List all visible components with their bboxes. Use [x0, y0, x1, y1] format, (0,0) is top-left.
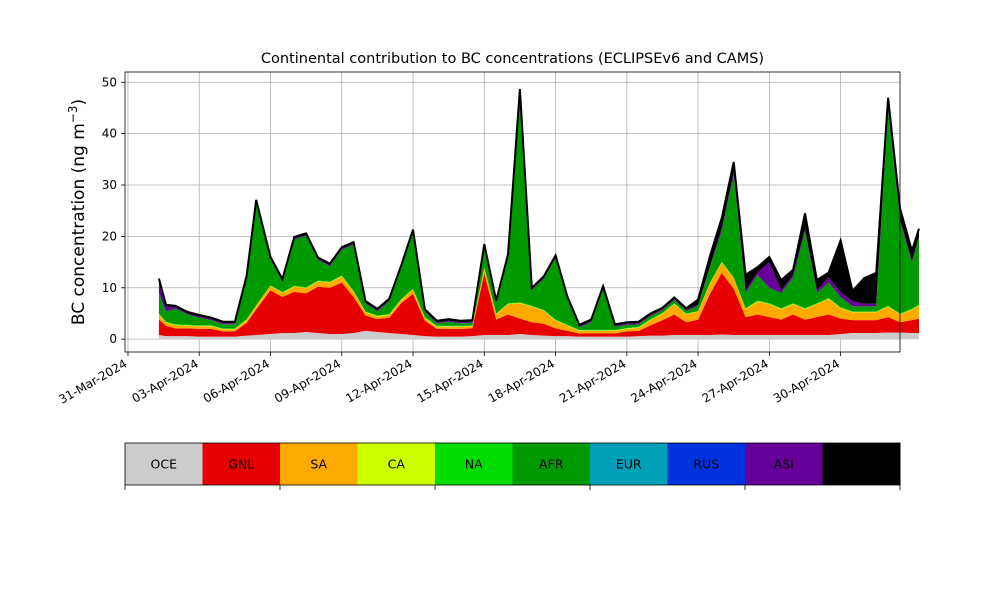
- x-tick-label: 06-Apr-2024: [201, 356, 272, 405]
- x-tick-label: 27-Apr-2024: [700, 356, 771, 405]
- x-tick-label: 03-Apr-2024: [129, 356, 200, 405]
- legend-label-rus: RUS: [693, 457, 719, 472]
- area-sa: [158, 262, 919, 334]
- x-tick-label: 21-Apr-2024: [557, 356, 628, 405]
- legend-swatch-na: [435, 443, 513, 485]
- x-tick-label: 15-Apr-2024: [415, 356, 486, 405]
- y-tick-label: 0: [109, 332, 117, 346]
- total-concentration-line: [157, 88, 920, 327]
- legend-swatch-rus: [667, 443, 746, 485]
- legend-swatch-afr: [512, 443, 591, 485]
- legend-label-aus: AUS: [848, 457, 874, 472]
- y-axis-ticks: 0 10 20 30 40 50: [102, 75, 125, 346]
- legend-frame: [124, 442, 901, 486]
- x-tick-label: 12-Apr-2024: [343, 356, 414, 405]
- legend-swatch-asi: [745, 443, 823, 485]
- area-afr: [158, 91, 919, 330]
- x-tick-label: 31-Mar-2024: [56, 356, 129, 406]
- x-axis-ticks: 31-Mar-2024 03-Apr-2024 06-Apr-2024 09-Apr-…: [56, 352, 842, 407]
- legend-label-gnl: GNL: [228, 457, 254, 472]
- area-gnl: [158, 272, 919, 337]
- plot-frame: [124, 71, 901, 353]
- y-tick-label: 50: [102, 75, 117, 89]
- legend-swatch-ca: [357, 443, 436, 485]
- y-axis-label-main: BC concentration (ng m: [69, 123, 89, 325]
- y-axis-label-close: ): [69, 99, 89, 106]
- legend-colorbar: OCE GNL SA CA NA AFR EUR RUS ASI AUS: [124, 442, 901, 490]
- legend-swatch-aus: [822, 443, 901, 485]
- y-axis-label-superscript: −3: [66, 105, 80, 123]
- legend-label-asi: ASI: [774, 457, 794, 472]
- chart-title: Continental contribution to BC concentra…: [261, 51, 764, 67]
- legend-label-na: NA: [465, 457, 483, 472]
- y-tick-label: 10: [102, 281, 117, 295]
- legend-swatch-sa: [280, 443, 358, 485]
- legend-swatch-eur: [590, 443, 668, 485]
- x-tick-label: 09-Apr-2024: [272, 356, 343, 405]
- legend-swatch-gnl: [202, 443, 281, 485]
- x-tick-label: 18-Apr-2024: [486, 356, 557, 405]
- x-tick-label: 30-Apr-2024: [771, 356, 842, 405]
- legend-swatch-oce: [125, 443, 203, 485]
- x-tick-label: 24-Apr-2024: [628, 356, 699, 405]
- legend-label-oce: OCE: [151, 457, 178, 472]
- y-tick-label: 40: [102, 127, 117, 141]
- legend-label-sa: SA: [310, 457, 327, 472]
- legend-label-afr: AFR: [539, 457, 564, 472]
- legend-label-ca: CA: [388, 457, 406, 472]
- y-axis-label: BC concentration (ng m−3): [66, 99, 89, 325]
- area-oce: [158, 330, 919, 340]
- stacked-areas: [158, 89, 919, 340]
- legend-label-eur: EUR: [616, 457, 642, 472]
- y-tick-label: 20: [102, 229, 117, 243]
- y-tick-label: 30: [102, 178, 117, 192]
